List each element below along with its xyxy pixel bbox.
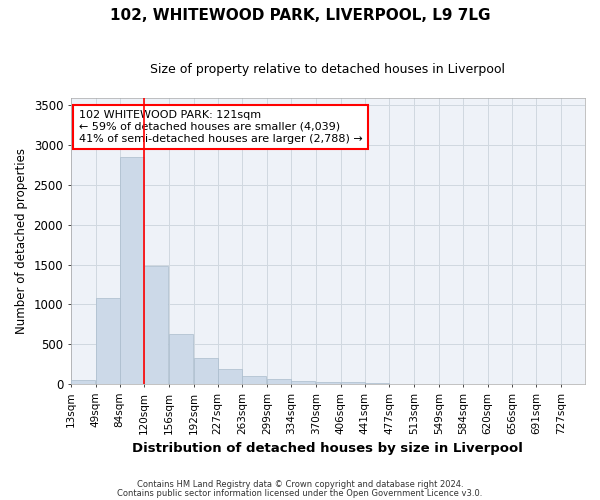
Text: Contains HM Land Registry data © Crown copyright and database right 2024.: Contains HM Land Registry data © Crown c… bbox=[137, 480, 463, 489]
Bar bbox=[169, 334, 193, 384]
Text: 102, WHITEWOOD PARK, LIVERPOOL, L9 7LG: 102, WHITEWOOD PARK, LIVERPOOL, L9 7LG bbox=[110, 8, 490, 22]
Bar bbox=[71, 380, 95, 384]
Bar bbox=[316, 382, 340, 384]
Text: 102 WHITEWOOD PARK: 121sqm
← 59% of detached houses are smaller (4,039)
41% of s: 102 WHITEWOOD PARK: 121sqm ← 59% of deta… bbox=[79, 110, 362, 144]
Bar bbox=[365, 382, 389, 384]
Bar bbox=[119, 157, 143, 384]
Bar bbox=[267, 378, 291, 384]
Bar bbox=[144, 266, 169, 384]
Title: Size of property relative to detached houses in Liverpool: Size of property relative to detached ho… bbox=[151, 62, 505, 76]
Bar bbox=[95, 298, 119, 384]
Bar bbox=[242, 376, 266, 384]
Y-axis label: Number of detached properties: Number of detached properties bbox=[15, 148, 28, 334]
Text: Contains public sector information licensed under the Open Government Licence v3: Contains public sector information licen… bbox=[118, 488, 482, 498]
Bar bbox=[194, 358, 218, 384]
X-axis label: Distribution of detached houses by size in Liverpool: Distribution of detached houses by size … bbox=[133, 442, 523, 455]
Bar bbox=[218, 369, 242, 384]
Bar bbox=[341, 382, 365, 384]
Bar bbox=[291, 380, 315, 384]
